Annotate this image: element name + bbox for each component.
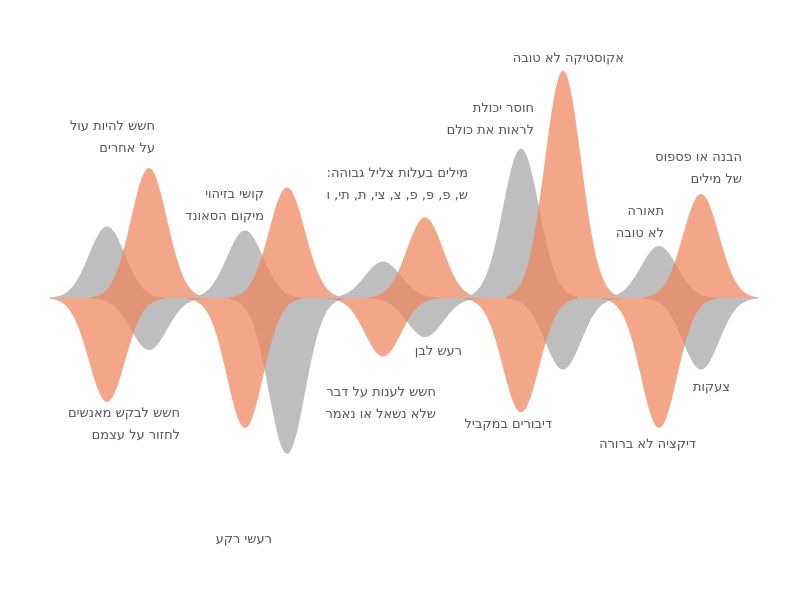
label-shouting: צעקות (693, 377, 730, 399)
label-burden-fear: חשש להיות עול על אחרים (70, 116, 155, 160)
orange-peak (505, 70, 621, 298)
label-sound-location: קושי בזיהוי מיקום הסאונד (185, 184, 264, 228)
label-cannot-see-all: חוסר יכולת לראות את כולם (447, 98, 534, 142)
label-line: מיקום הסאונד (185, 209, 264, 224)
label-ask-repeat-fear: חשש לבקש מאנשים לחזור על עצמם (68, 403, 180, 447)
label-line: דיקציה לא ברורה (599, 437, 696, 452)
label-line: רעשי רקע (215, 532, 272, 547)
label-line: אקוסטיקה לא טובה (512, 51, 624, 66)
label-line: לחזור על עצמם (91, 428, 180, 443)
orange-peak (91, 168, 207, 298)
label-line: על אחרים (99, 141, 155, 156)
orange-peak (367, 217, 483, 298)
orange-peak (229, 187, 345, 298)
label-high-pitch-words: מילים בעלות צליל גבוהה: ש, פ, פּ, פ, צ, … (326, 163, 468, 207)
label-line: לראות את כולם (446, 123, 534, 138)
label-white-noise: רעש לבן (415, 341, 462, 363)
label-line: רעש לבן (414, 344, 462, 359)
label-unclear-diction: דיקציה לא ברורה (599, 434, 696, 456)
orange-peak (643, 194, 759, 298)
label-word-understanding: הבנה או פספוס של מילים (655, 147, 742, 191)
label-line: שלא נשאל או נאמר (325, 407, 436, 422)
orange-trough (601, 298, 717, 428)
label-line: חשש להיות עול (69, 119, 155, 134)
label-line: צעקות (692, 380, 730, 395)
label-line: חשש לענות על דבר (326, 385, 436, 400)
label-parallel-talk: דיבורים במקביל (465, 414, 552, 436)
label-answer-fear: חשש לענות על דבר שלא נשאל או נאמר (326, 382, 436, 426)
orange-trough (325, 298, 441, 357)
orange-trough (463, 298, 579, 413)
label-line: הבנה או פספוס (655, 150, 742, 165)
label-line: ש, פ, פּ, פ, צ, צי, ת, תי, ו (326, 188, 468, 203)
label-line: של מילים (690, 172, 742, 187)
label-line: תאורה (627, 204, 664, 219)
label-bad-lighting: תאורה לא טובה (616, 201, 664, 245)
label-background-noise: רעשי רקע (216, 529, 272, 551)
label-line: חוסר יכולת (472, 101, 534, 116)
orange-trough (49, 298, 165, 402)
label-line: לא טובה (615, 226, 664, 241)
label-line: מילים בעלות צליל גבוהה: (326, 166, 468, 181)
label-line: קושי בזיהוי (205, 187, 264, 202)
label-bad-acoustics: אקוסטיקה לא טובה (513, 48, 624, 70)
label-line: חשש לבקש מאנשים (68, 406, 180, 421)
orange-trough (187, 298, 303, 428)
label-line: דיבורים במקביל (464, 417, 552, 432)
